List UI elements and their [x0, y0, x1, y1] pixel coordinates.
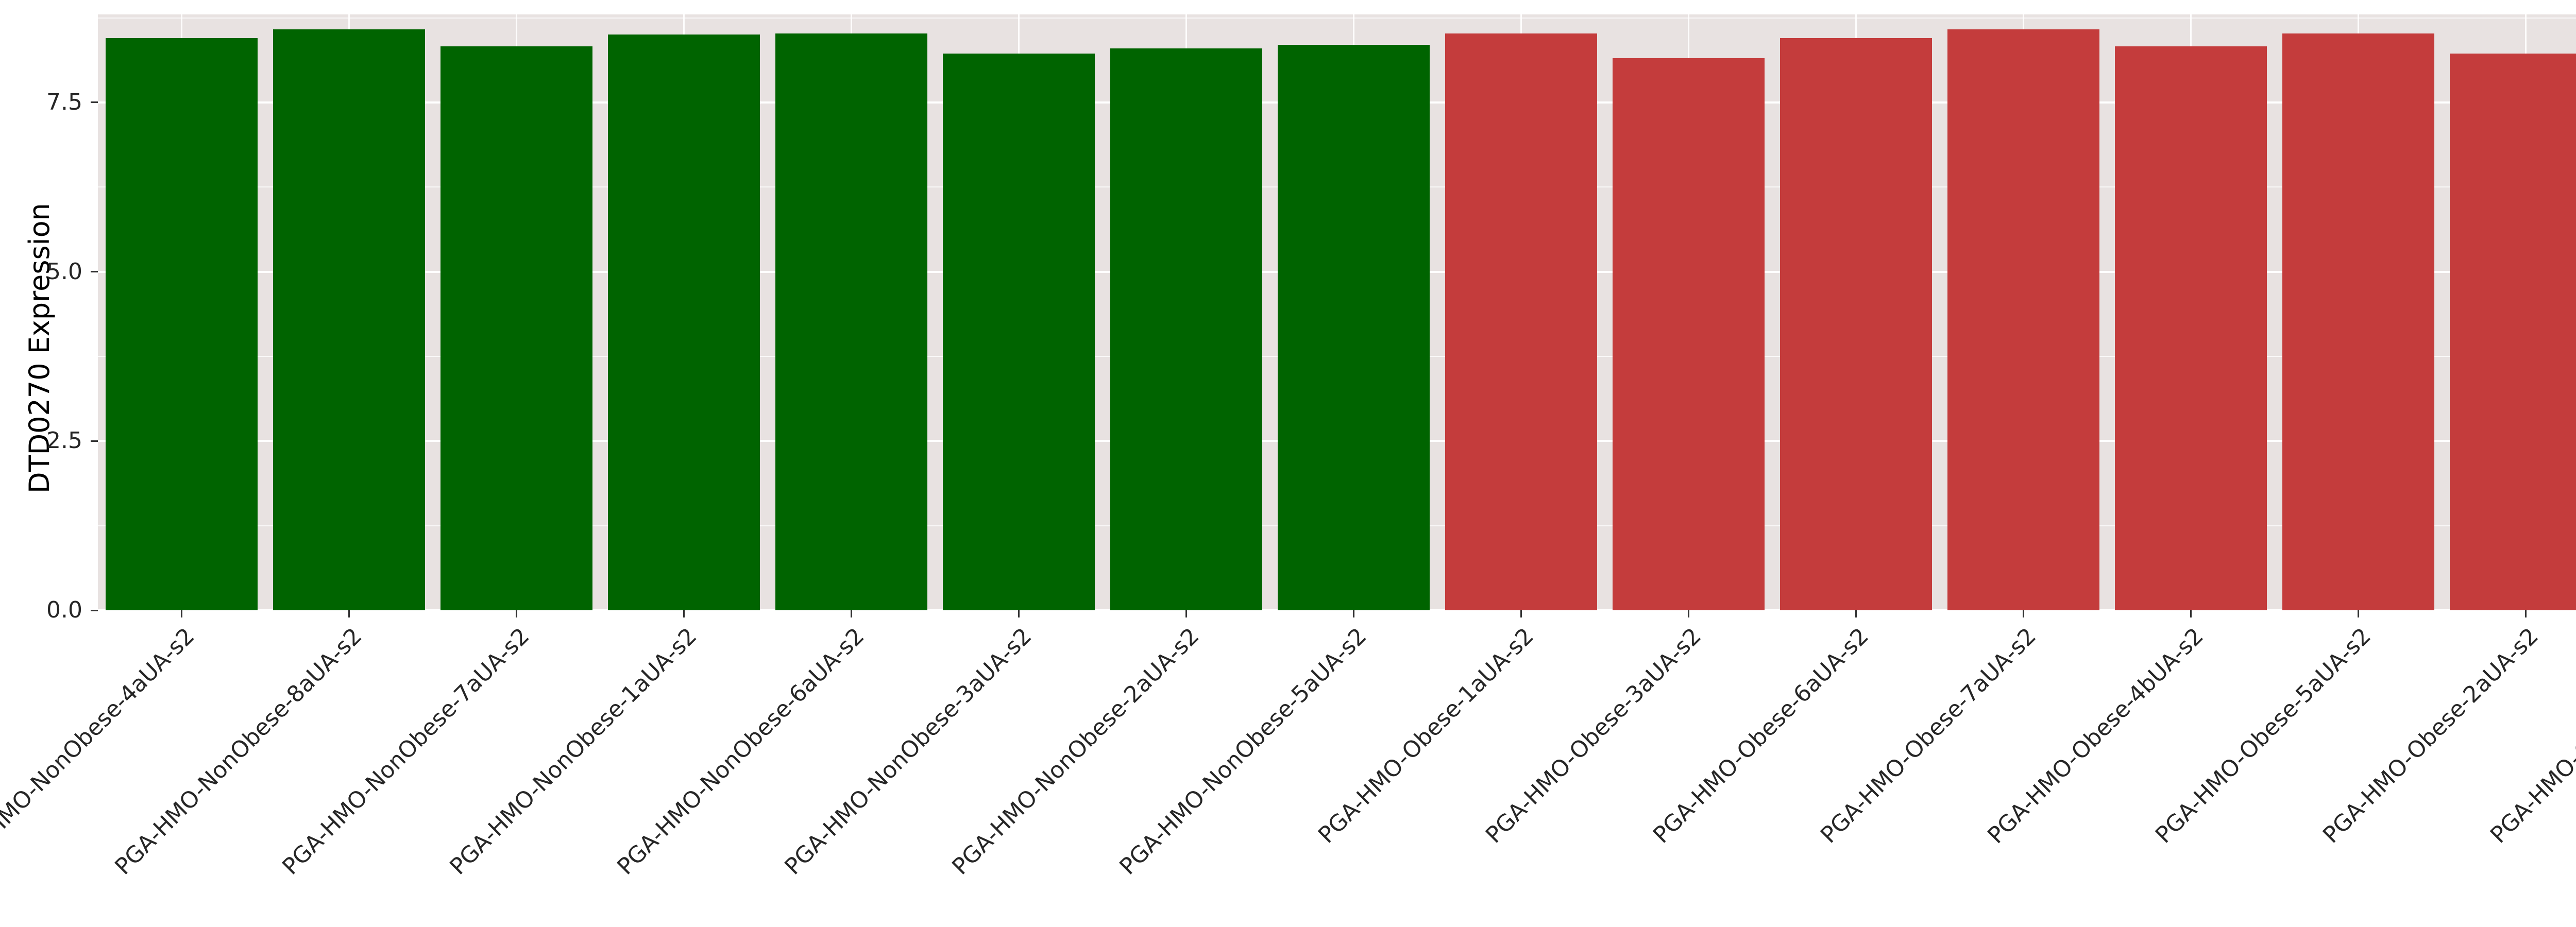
- bar: [440, 46, 592, 610]
- x-tick-mark: [1185, 610, 1187, 617]
- bar: [1445, 33, 1597, 610]
- x-tick-mark: [851, 610, 852, 617]
- x-tick-mark: [181, 610, 182, 617]
- x-tick-mark: [2023, 610, 2024, 617]
- y-tick-label: 0.0: [46, 597, 82, 623]
- bar: [106, 38, 258, 610]
- x-tick-label: PGA-HMO-Obese-4bUA-s2: [1982, 623, 2209, 849]
- x-tick-label: PGA-HMO-Obese-8aUA-s2: [2485, 623, 2576, 849]
- y-tick-mark: [91, 271, 98, 273]
- y-tick-label: 7.5: [46, 89, 82, 115]
- y-tick-mark: [91, 101, 98, 104]
- x-tick-mark: [348, 610, 350, 617]
- x-tick-label: PGA-HMO-NonObese-4aUA-s2: [0, 623, 200, 880]
- x-tick-label: PGA-HMO-NonObese-1aUA-s2: [445, 623, 702, 880]
- bar: [2450, 54, 2576, 610]
- x-tick-mark: [1018, 610, 1020, 617]
- bar: [943, 54, 1095, 610]
- bar: [1278, 45, 1430, 610]
- bar: [273, 29, 425, 610]
- bar: [608, 35, 760, 610]
- x-tick-label: PGA-HMO-NonObese-7aUA-s2: [277, 623, 535, 880]
- bar: [1780, 38, 1932, 610]
- x-tick-mark: [683, 610, 685, 617]
- x-tick-label: PGA-HMO-Obese-3aUA-s2: [1481, 623, 1707, 849]
- gridline-major: [98, 609, 2576, 611]
- x-tick-label: PGA-HMO-Obese-2aUA-s2: [2318, 623, 2544, 849]
- x-tick-label: PGA-HMO-Obese-6aUA-s2: [1648, 623, 1874, 849]
- x-tick-mark: [2190, 610, 2192, 617]
- bar: [1613, 58, 1765, 610]
- bar: [1110, 48, 1262, 610]
- bar: [775, 33, 927, 610]
- x-tick-label: PGA-HMO-NonObese-5aUA-s2: [1114, 623, 1372, 880]
- x-tick-label: PGA-HMO-Obese-5aUA-s2: [2150, 623, 2377, 849]
- bar: [2282, 33, 2434, 610]
- y-tick-mark: [91, 440, 98, 442]
- x-tick-mark: [2525, 610, 2527, 617]
- bar: [2115, 46, 2267, 610]
- y-tick-label: 5.0: [46, 258, 82, 285]
- plot-panel: [98, 14, 2576, 611]
- gridline-minor: [98, 17, 2576, 19]
- y-tick-mark: [91, 609, 98, 611]
- x-tick-label: PGA-HMO-NonObese-2aUA-s2: [947, 623, 1205, 880]
- x-tick-mark: [1688, 610, 1689, 617]
- x-tick-mark: [2358, 610, 2359, 617]
- bar: [1947, 29, 2099, 610]
- y-tick-label: 2.5: [46, 427, 82, 454]
- x-tick-label: PGA-HMO-NonObese-3aUA-s2: [779, 623, 1037, 880]
- x-tick-label: PGA-HMO-Obese-7aUA-s2: [1816, 623, 2042, 849]
- x-tick-mark: [1855, 610, 1857, 617]
- x-tick-label: PGA-HMO-NonObese-8aUA-s2: [110, 623, 367, 880]
- x-tick-mark: [1353, 610, 1354, 617]
- x-tick-label: PGA-HMO-Obese-1aUA-s2: [1313, 623, 1539, 849]
- x-tick-label: PGA-HMO-NonObese-6aUA-s2: [612, 623, 870, 880]
- x-tick-mark: [516, 610, 517, 617]
- x-tick-mark: [1520, 610, 1522, 617]
